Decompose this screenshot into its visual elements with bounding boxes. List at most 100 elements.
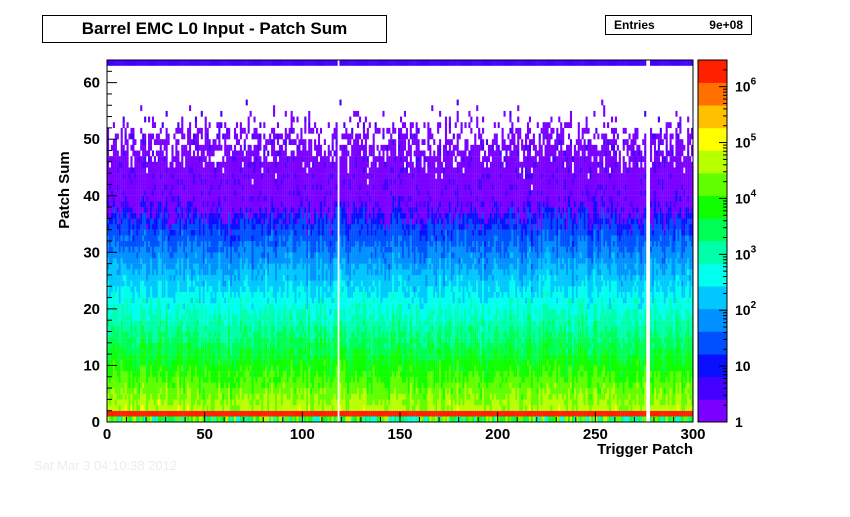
heatmap-cell <box>130 156 133 162</box>
heatmap-cell <box>288 410 291 417</box>
heatmap-cell <box>194 161 197 168</box>
heatmap-cell <box>190 365 194 372</box>
heatmap-cell <box>192 382 196 389</box>
heatmap-cell <box>222 291 225 298</box>
heatmap-cell <box>179 184 182 191</box>
heatmap-cell <box>198 337 201 343</box>
heatmap-cell <box>290 354 293 360</box>
heatmap-cell <box>249 150 252 157</box>
heatmap-cell <box>251 342 254 349</box>
heatmap-cell <box>167 224 170 230</box>
heatmap-cell <box>136 382 139 389</box>
heatmap-cell <box>128 303 131 310</box>
heatmap-cell <box>239 156 242 162</box>
heatmap-cell <box>183 241 186 247</box>
heatmap-cell <box>212 207 215 213</box>
heatmap-cell <box>118 156 121 162</box>
heatmap-cell <box>144 382 147 389</box>
heatmap-cell <box>274 167 278 174</box>
heatmap-cell <box>210 190 213 196</box>
heatmap-cell <box>220 122 223 129</box>
heatmap-cell <box>212 280 215 287</box>
heatmap-cell <box>149 252 153 259</box>
heatmap-cell <box>175 257 178 264</box>
heatmap-cell <box>224 144 227 151</box>
heatmap-cell <box>177 167 180 174</box>
heatmap-cell <box>253 365 256 372</box>
heatmap-cell <box>148 218 151 225</box>
heatmap-cell <box>235 60 239 66</box>
heatmap-cell <box>183 218 186 225</box>
heatmap-cell <box>276 410 280 417</box>
heatmap-cell <box>120 297 123 304</box>
heatmap-cell <box>155 218 158 225</box>
heatmap-cell <box>179 274 182 281</box>
heatmap-cell <box>110 388 114 394</box>
heatmap-cell <box>110 405 114 411</box>
heatmap-cell <box>157 303 160 310</box>
heatmap-cell <box>163 263 166 270</box>
heatmap-cell <box>116 150 119 157</box>
heatmap-cell <box>122 405 125 411</box>
heatmap-cell <box>265 269 268 276</box>
heatmap-cell <box>196 127 199 134</box>
heatmap-cell <box>249 110 252 117</box>
heatmap-cell <box>157 139 160 145</box>
heatmap-cell <box>257 393 260 400</box>
heatmap-cell <box>271 342 274 349</box>
heatmap-cell <box>144 246 147 253</box>
heatmap-cell <box>245 371 248 377</box>
heatmap-cell <box>220 60 223 66</box>
heatmap-cell <box>163 178 166 185</box>
heatmap-cell <box>261 371 264 377</box>
heatmap-cell <box>208 178 211 185</box>
heatmap-cell <box>206 127 209 134</box>
heatmap-cell <box>214 382 217 389</box>
heatmap-cell <box>120 280 123 287</box>
heatmap-cell <box>230 263 233 270</box>
heatmap-cell <box>269 161 272 168</box>
heatmap-cell <box>220 224 223 230</box>
heatmap-cell <box>171 371 174 377</box>
heatmap-cell <box>175 320 178 326</box>
heatmap-cell <box>181 388 184 394</box>
heatmap-cell <box>124 303 127 310</box>
heatmap-cell <box>222 405 225 411</box>
heatmap-cell <box>274 246 278 253</box>
heatmap-cell <box>149 342 153 349</box>
heatmap-cell <box>116 201 119 208</box>
heatmap-cell <box>235 320 239 326</box>
heatmap-cell <box>216 246 219 253</box>
heatmap-cell <box>208 416 211 423</box>
heatmap-cell <box>241 212 244 219</box>
heatmap-cell <box>253 359 256 366</box>
heatmap-cell <box>220 190 223 196</box>
heatmap-cell <box>149 382 153 389</box>
heatmap-cell <box>280 246 283 253</box>
heatmap-cell <box>274 320 278 326</box>
heatmap-cell <box>239 235 242 242</box>
heatmap-cell <box>249 348 252 355</box>
heatmap-cell <box>298 365 301 372</box>
heatmap-cell <box>237 139 240 145</box>
heatmap-cell <box>122 308 125 315</box>
heatmap-cell <box>177 184 180 191</box>
heatmap-cell <box>245 201 248 208</box>
heatmap-cell <box>259 144 262 151</box>
heatmap-cell <box>146 393 149 400</box>
heatmap-cell <box>292 184 295 191</box>
heatmap-cell <box>189 291 192 298</box>
heatmap-cell <box>198 314 201 321</box>
heatmap-cell <box>239 161 242 168</box>
heatmap-cell <box>276 263 280 270</box>
heatmap-cell <box>292 60 295 66</box>
heatmap-cell <box>185 303 188 310</box>
heatmap-cell <box>192 337 196 343</box>
heatmap-cell <box>192 139 196 145</box>
heatmap-cell <box>157 291 160 298</box>
heatmap-cell <box>222 229 225 236</box>
heatmap-cell <box>269 365 272 372</box>
heatmap-cell <box>210 320 213 326</box>
heatmap-cell <box>140 376 143 383</box>
heatmap-cell <box>263 331 266 338</box>
